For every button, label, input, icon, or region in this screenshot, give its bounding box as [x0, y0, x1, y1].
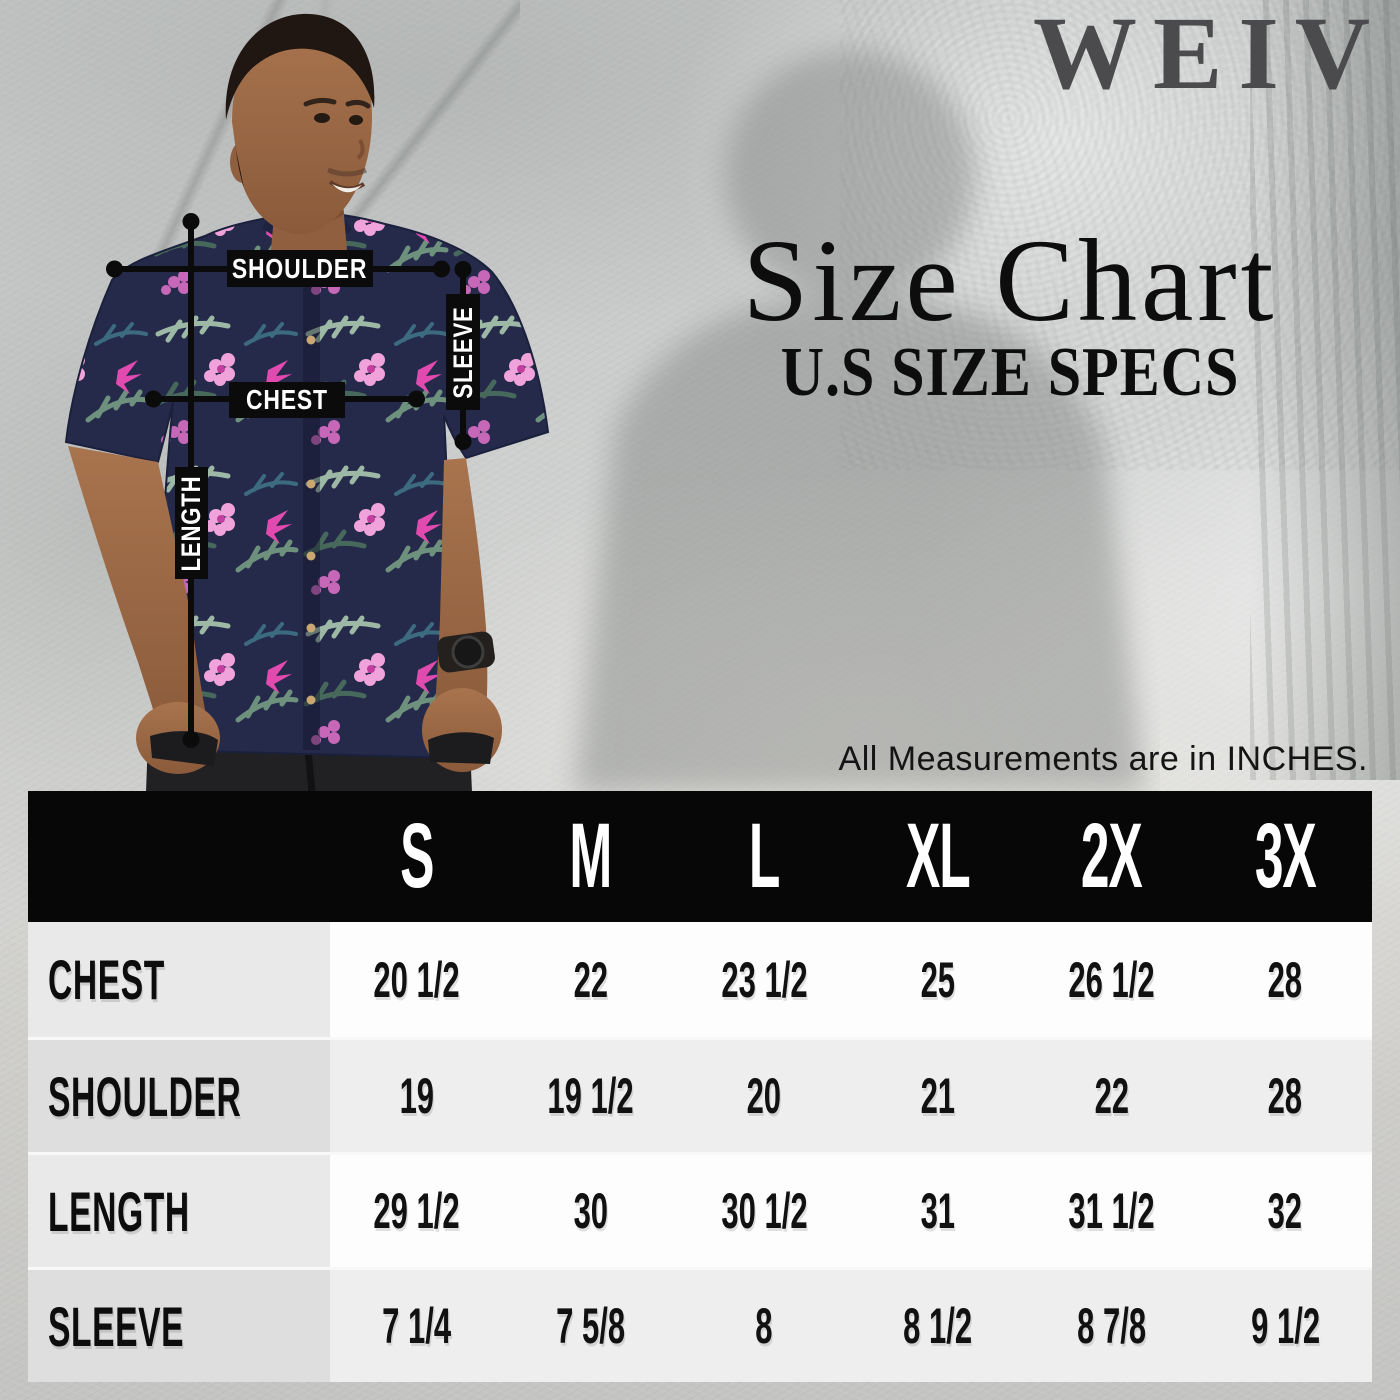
size-value-cell: 23 1/2	[677, 922, 851, 1037]
size-value-cell: 28	[1198, 922, 1372, 1037]
row-label-chest: CHEST	[28, 922, 330, 1037]
model-photo: SHOULDER CHEST LENGTH SLEEVE	[0, 0, 640, 793]
model-illustration	[64, 13, 550, 793]
size-column-header: 2X	[1024, 791, 1199, 922]
size-column-header: S	[330, 791, 504, 922]
size-value-cell: 31 1/2	[1024, 1152, 1199, 1267]
measure-dot	[182, 731, 200, 748]
size-value-cell: 8 1/2	[851, 1267, 1025, 1382]
measure-dot	[408, 390, 425, 408]
brand-logo: WEIV	[1033, 0, 1386, 111]
bottom-dark-strip	[0, 1383, 1400, 1400]
measure-dot	[454, 261, 472, 278]
size-value-cell: 9 1/2	[1198, 1267, 1372, 1382]
head	[225, 13, 375, 235]
size-value-cell: 19	[330, 1037, 504, 1152]
size-column-header: XL	[851, 791, 1025, 922]
page-subtitle: U.S SIZE SPECS	[780, 334, 1240, 411]
size-column-header: L	[677, 791, 851, 922]
size-value-cell: 32	[1198, 1152, 1372, 1267]
size-table: S M L XL 2X 3X CHEST 20 1/2 22 23 1/2 25…	[28, 791, 1372, 1382]
size-value-cell: 28	[1198, 1037, 1372, 1152]
size-value-cell: 29 1/2	[330, 1152, 504, 1267]
size-value-cell: 20 1/2	[330, 922, 504, 1037]
row-label-length: LENGTH	[28, 1152, 330, 1267]
size-value-cell: 7 1/4	[330, 1267, 504, 1382]
size-value-cell: 22	[503, 922, 678, 1037]
title-block: Size Chart U.S SIZE SPECS	[645, 215, 1375, 411]
table-header-corner	[28, 791, 330, 922]
size-value-cell: 31	[851, 1152, 1025, 1267]
size-value-cell: 26 1/2	[1024, 922, 1199, 1037]
row-label-shoulder: SHOULDER	[28, 1037, 330, 1152]
size-value-cell: 30	[503, 1152, 678, 1267]
size-value-cell: 21	[851, 1037, 1025, 1152]
wrist-watch	[437, 631, 495, 673]
hair	[225, 13, 375, 121]
shoulder-label-tag: SHOULDER	[227, 250, 373, 287]
measure-dot	[182, 213, 200, 230]
left-arm	[68, 446, 212, 744]
measure-dot	[145, 390, 162, 408]
size-value-cell: 20	[677, 1037, 851, 1152]
sleeve-label-tag: SLEEVE	[446, 294, 480, 410]
size-value-cell: 8	[677, 1267, 851, 1382]
measurement-unit-note: All Measurements are in INCHES.	[838, 740, 1368, 778]
size-value-cell: 22	[1024, 1037, 1199, 1152]
measure-dot	[433, 260, 450, 278]
size-value-cell: 19 1/2	[503, 1037, 678, 1152]
size-value-cell: 30 1/2	[677, 1152, 851, 1267]
page-title: Size Chart	[742, 215, 1278, 346]
measure-dot	[106, 260, 123, 278]
size-column-header: 3X	[1198, 791, 1372, 922]
measure-dot	[454, 433, 472, 450]
wall-shade-band	[1250, 0, 1400, 780]
size-value-cell: 7 5/8	[503, 1267, 678, 1382]
size-column-header: M	[503, 791, 678, 922]
size-value-cell: 25	[851, 922, 1025, 1037]
length-label-tag: LENGTH	[175, 467, 208, 579]
size-value-cell: 8 7/8	[1024, 1267, 1199, 1382]
row-label-sleeve: SLEEVE	[28, 1267, 330, 1382]
chest-label-tag: CHEST	[229, 382, 345, 418]
